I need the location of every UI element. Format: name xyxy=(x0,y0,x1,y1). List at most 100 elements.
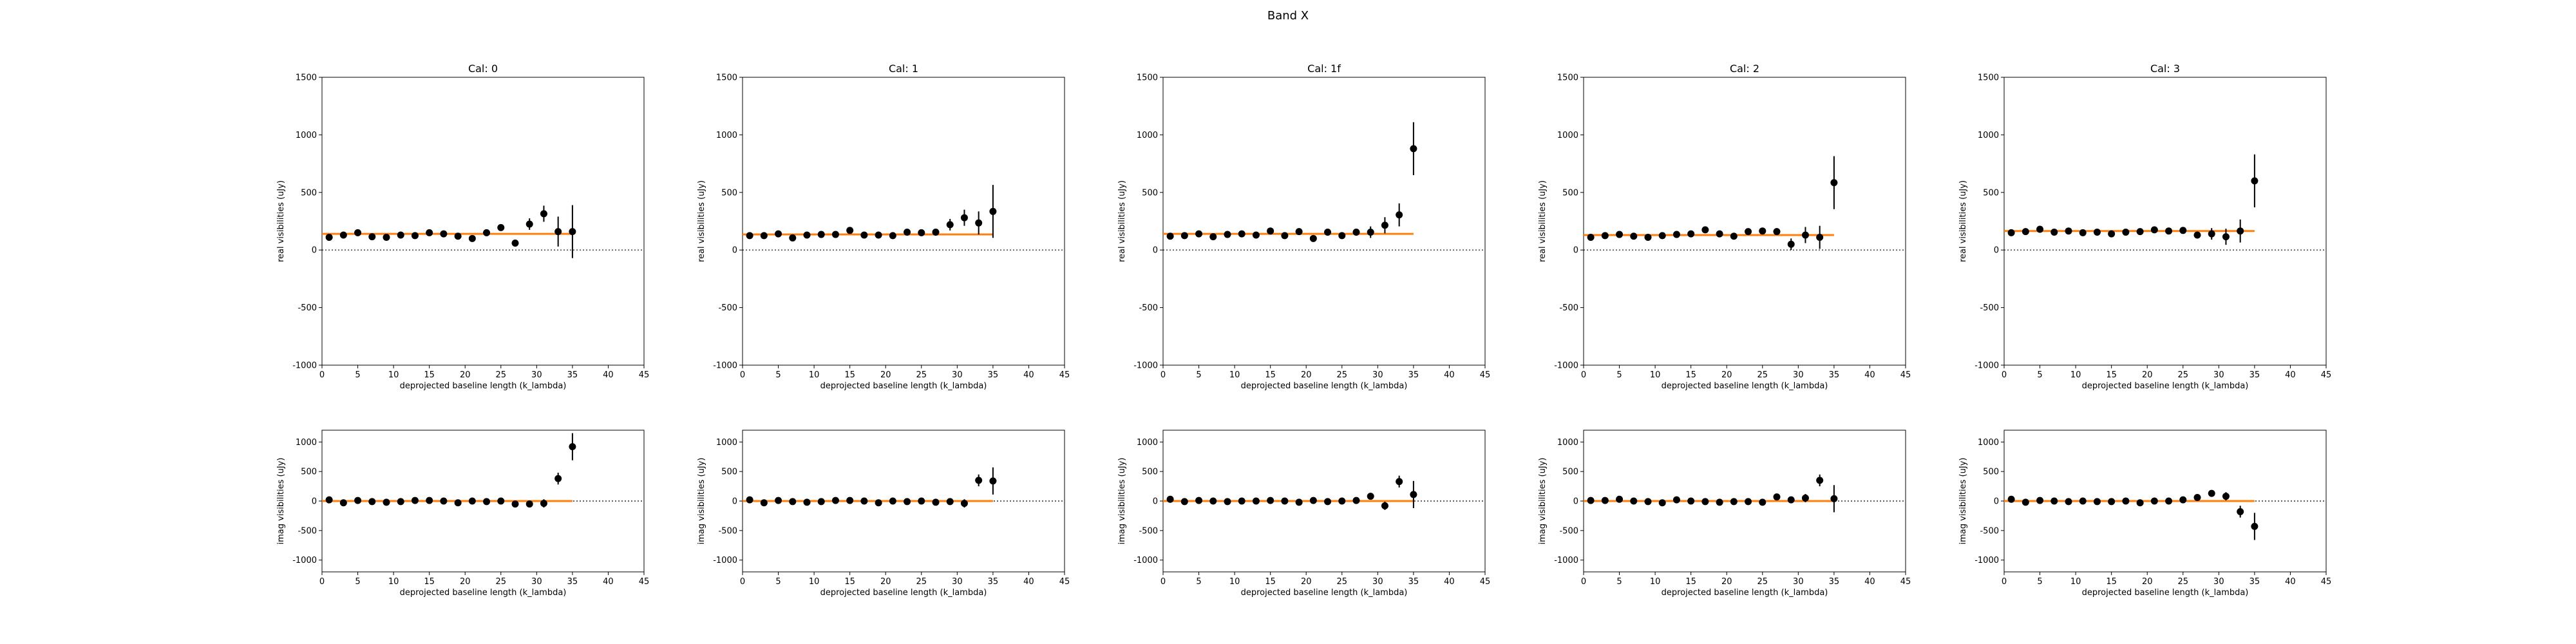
data-point xyxy=(760,499,768,507)
axes-frame xyxy=(1162,77,1486,366)
y-tick-label: 1000 xyxy=(716,131,737,140)
y-tick-label: -1000 xyxy=(292,556,317,565)
x-tick-label: 35 xyxy=(2249,370,2260,380)
x-axis-label: deprojected baseline length (k_lambda) xyxy=(2082,588,2249,598)
y-tick-label: 1000 xyxy=(1137,438,1158,448)
data-point xyxy=(2050,497,2058,505)
data-point xyxy=(2122,497,2130,505)
data-point xyxy=(411,497,419,504)
x-tick-label: 10 xyxy=(809,577,820,587)
x-tick-label: 45 xyxy=(1480,370,1491,380)
data-point xyxy=(789,234,797,242)
data-point xyxy=(2093,228,2101,236)
data-point xyxy=(1224,498,1231,506)
data-point xyxy=(454,499,462,507)
y-tick-label: 500 xyxy=(301,188,317,198)
data-point xyxy=(1616,231,1624,238)
data-point xyxy=(2193,494,2201,501)
data-point xyxy=(2065,498,2072,506)
data-point xyxy=(1338,232,1346,240)
x-tick-label: 20 xyxy=(2142,577,2153,587)
data-point xyxy=(1587,497,1595,504)
y-tick-label: -1000 xyxy=(1975,361,1999,371)
data-point xyxy=(2108,230,2116,238)
data-point xyxy=(569,443,576,451)
data-point xyxy=(554,228,562,236)
data-point xyxy=(1252,497,1260,505)
x-tick-label: 5 xyxy=(775,577,781,587)
axes-frame xyxy=(1583,77,1906,366)
x-tick-label: 35 xyxy=(988,370,999,380)
data-point xyxy=(2036,497,2044,504)
data-point xyxy=(1238,230,1245,238)
data-point xyxy=(497,223,505,231)
x-tick-label: 10 xyxy=(809,370,820,380)
x-tick-label: 25 xyxy=(1337,577,1348,587)
x-tick-label: 0 xyxy=(1160,577,1166,587)
data-point xyxy=(1701,226,1709,234)
x-tick-label: 40 xyxy=(2285,370,2296,380)
data-point xyxy=(1309,497,1317,504)
x-tick-label: 30 xyxy=(531,370,542,380)
data-point xyxy=(789,498,797,506)
x-tick-label: 35 xyxy=(567,577,578,587)
x-tick-label: 35 xyxy=(567,370,578,380)
data-point xyxy=(1295,498,1303,506)
data-point xyxy=(1601,497,1609,504)
data-point xyxy=(946,498,954,506)
x-tick-label: 40 xyxy=(1864,577,1875,587)
x-tick-label: 0 xyxy=(2002,370,2007,380)
x-tick-label: 0 xyxy=(1160,370,1166,380)
data-point xyxy=(526,500,533,508)
y-tick-label: -1000 xyxy=(1133,361,1158,371)
y-tick-label: -1000 xyxy=(1133,556,1158,565)
data-point xyxy=(2208,489,2215,497)
data-point xyxy=(1224,231,1231,238)
data-point xyxy=(803,498,811,506)
data-point xyxy=(1759,498,1766,506)
x-tick-label: 15 xyxy=(1685,577,1696,587)
data-point xyxy=(411,232,419,240)
x-tick-label: 45 xyxy=(1900,577,1911,587)
panel-real-0: 0 5 10 15 20 25 30 35 40 45 -1000 -500 0 500 1000 1500 d… xyxy=(276,62,649,391)
data-point xyxy=(846,497,854,504)
data-point xyxy=(904,498,911,506)
panel-title: Cal: 1 xyxy=(889,62,918,75)
x-axis-label: deprojected baseline length (k_lambda) xyxy=(400,588,567,598)
y-tick-label: -1000 xyxy=(1975,556,1999,565)
x-tick-label: 10 xyxy=(1229,370,1240,380)
data-point xyxy=(1745,228,1752,236)
data-point xyxy=(1701,498,1709,506)
y-tick-label: 0 xyxy=(1573,497,1578,507)
x-tick-label: 20 xyxy=(1721,577,1732,587)
x-tick-label: 30 xyxy=(2213,370,2224,380)
y-axis-label: imag visibilities (uJy) xyxy=(697,458,706,545)
data-point xyxy=(368,498,376,506)
x-axis-label: deprojected baseline length (k_lambda) xyxy=(1662,381,1828,391)
x-tick-label: 40 xyxy=(603,577,614,587)
data-point xyxy=(468,497,476,505)
panels-container: 0 5 10 15 20 25 30 35 40 45-1000-500050010001500d… xyxy=(276,62,2331,598)
data-point xyxy=(1759,227,1766,235)
x-tick-label: 30 xyxy=(1372,370,1383,380)
y-axis-label: imag visibilities (uJy) xyxy=(1958,458,1968,545)
y-tick-label: 1500 xyxy=(1978,73,1999,83)
x-tick-label: 15 xyxy=(844,577,855,587)
data-point xyxy=(1281,497,1289,505)
y-tick-label: 1000 xyxy=(1978,438,1999,448)
data-point xyxy=(511,239,519,247)
y-tick-label: 500 xyxy=(721,188,737,198)
y-tick-label: 1000 xyxy=(1557,438,1578,448)
panel-imag-3: 0 5 10 15 20 25 30 35 40 45 -1000 -500 0 500 1000 depro… xyxy=(1538,430,1911,598)
data-point xyxy=(860,497,868,505)
data-point xyxy=(2007,495,2015,503)
x-tick-label: 5 xyxy=(1196,370,1201,380)
data-point xyxy=(1410,145,1417,153)
x-tick-label: 15 xyxy=(1265,370,1276,380)
x-tick-label: 40 xyxy=(2285,577,2296,587)
x-tick-label: 40 xyxy=(1864,370,1875,380)
x-tick-label: 30 xyxy=(952,577,963,587)
x-tick-label: 20 xyxy=(460,370,471,380)
x-tick-label: 35 xyxy=(1829,577,1840,587)
data-point xyxy=(526,220,533,228)
